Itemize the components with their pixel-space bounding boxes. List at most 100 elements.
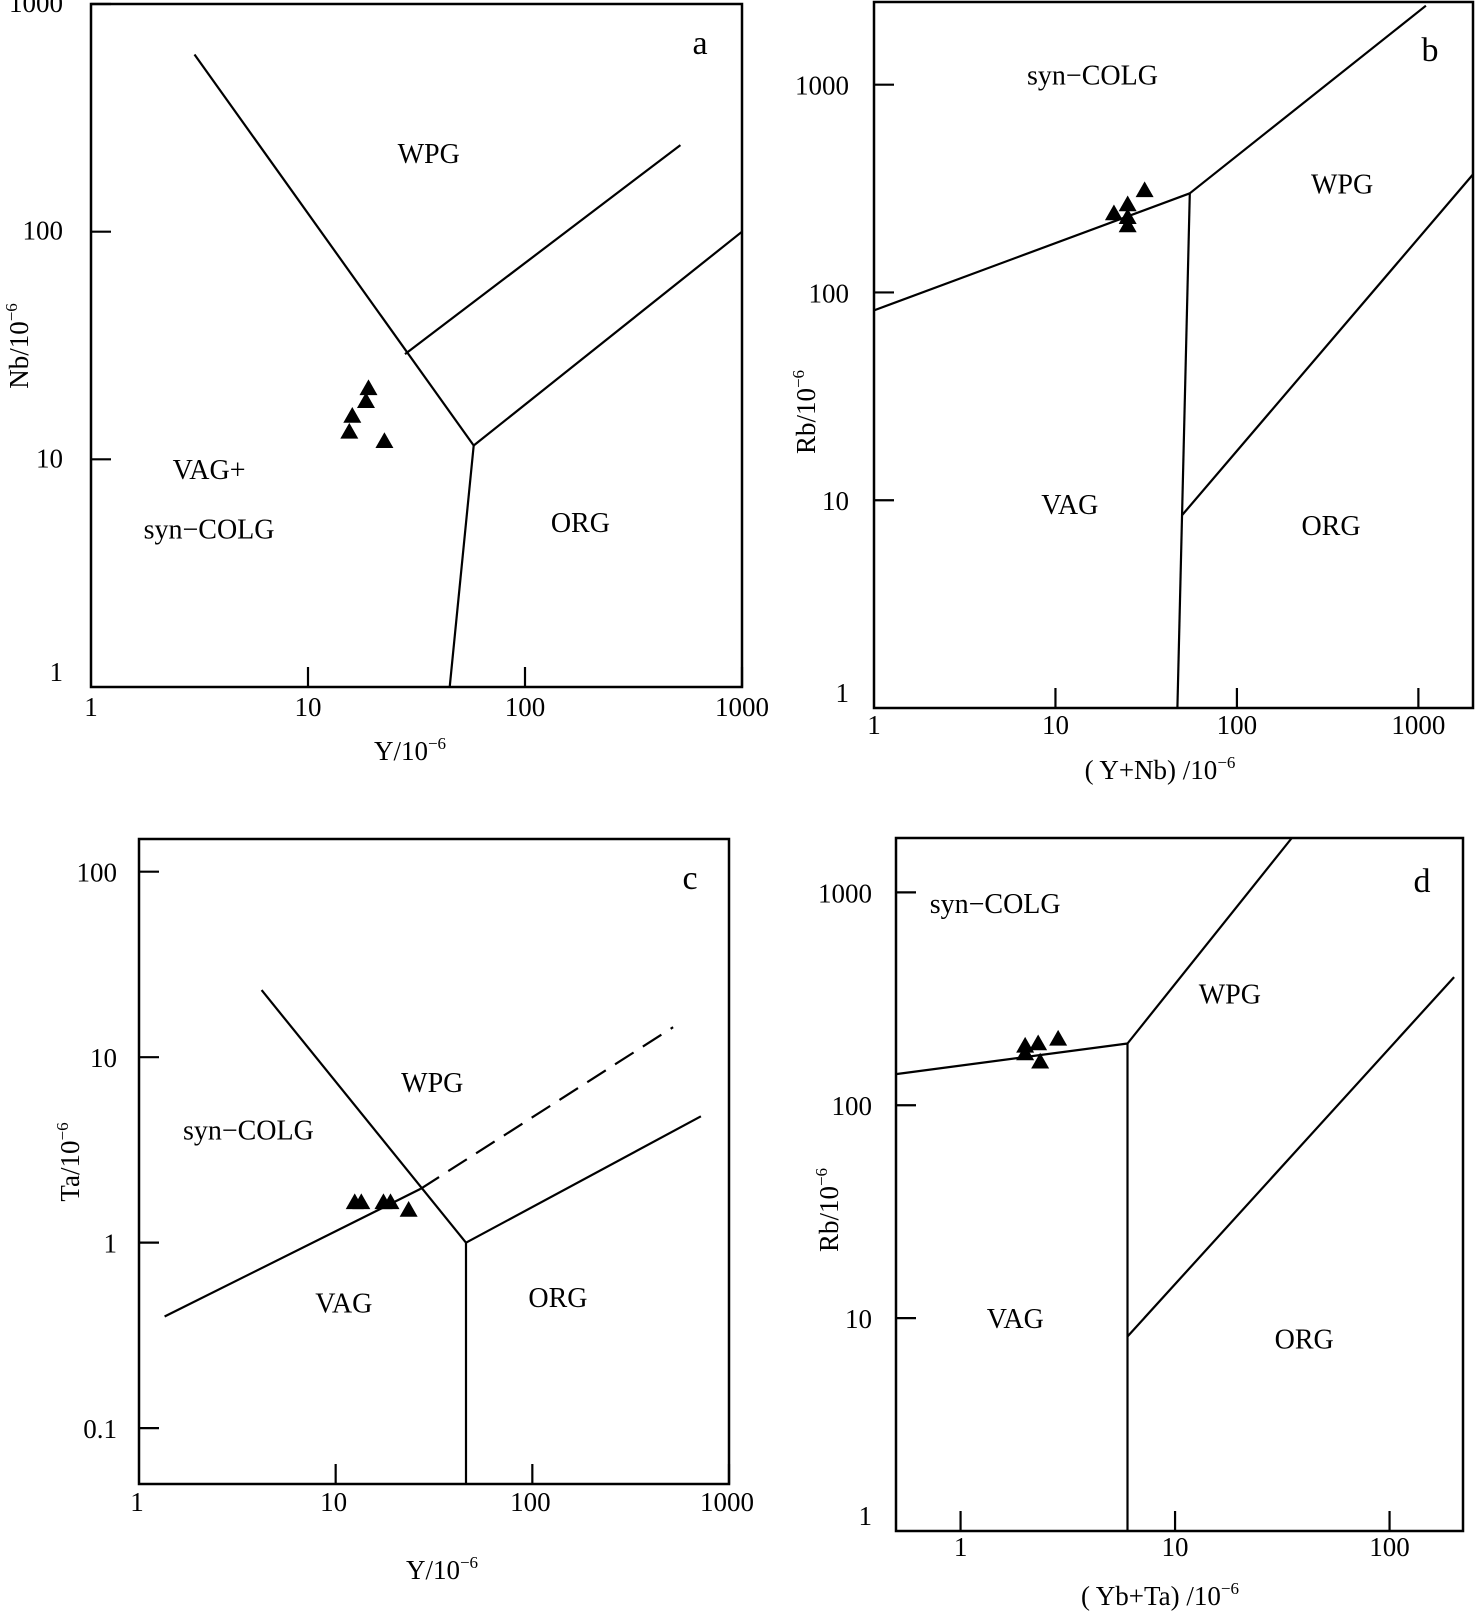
y-tick-label: 1 [836,678,850,708]
panel-d-y-axis-label: Rb/10−6 [812,1168,844,1252]
x-tick-label: 100 [1369,1532,1410,1562]
panel-c-y-axis-label: Ta/10−6 [53,1122,85,1201]
x-tick-label: 1 [84,692,98,722]
boundary-dashed-line [419,1026,674,1190]
panel-b-x-axis-label: ( Y+Nb) /10−6 [1085,753,1236,785]
y-tick-label: 100 [77,858,118,888]
x-tick-label: 10 [320,1487,347,1517]
data-point-triangle [340,422,359,439]
y-tick-label: 10 [36,443,63,473]
region-label: VAG+ [173,455,246,486]
region-label: ORG [528,1283,587,1314]
y-tick-label: 1000 [818,878,872,908]
boundary-line [465,1115,702,1244]
x-tick-label: 100 [505,692,546,722]
panel-a-frame [89,2,744,689]
panel-b-label: b [1422,32,1439,69]
region-label: VAG [315,1289,372,1320]
data-point-triangle [359,379,378,396]
region-label: WPG [398,139,460,170]
panel-d-points [1016,1029,1068,1069]
y-tick-label: 10 [822,486,849,516]
panel-b-regions: syn−COLG WPG VAG ORG [1027,61,1373,542]
panel-a-boundaries [193,53,743,688]
data-point-triangle [1016,1044,1035,1061]
data-point-triangle [1104,204,1123,221]
boundary-line [1176,193,1191,709]
panel-a-x-axis-label: Y/10−6 [374,734,446,766]
y-tick-label: 100 [23,216,64,246]
boundary-line [404,144,682,355]
boundary-line [193,53,475,447]
y-tick-label: 0.1 [83,1414,117,1444]
data-point-triangle [1118,208,1137,225]
boundary-line [1181,173,1474,516]
boundary-line [260,989,467,1244]
region-label: WPG [1311,169,1373,200]
y-tick-label: 1000 [795,71,849,101]
panel-c-ticks: 1 10 100 1000 0.1 1 10 100 [77,858,755,1517]
region-label: syn−COLG [144,514,275,545]
boundary-line [1189,4,1427,195]
panel-c-label: c [682,860,697,897]
panel-c-x-axis-label: Y/10−6 [406,1553,478,1585]
panel-b-boundaries [873,4,1474,709]
region-label: syn−COLG [183,1115,314,1146]
region-label: VAG [987,1304,1044,1335]
y-tick-label: 10 [845,1304,872,1334]
data-point-triangle [399,1200,418,1217]
data-point-triangle [1031,1052,1050,1069]
panel-a: a 1 10 100 1000 1 10 100 1000 WPG VAG+ syn−COLG OR… [2,0,769,766]
panel-d-boundaries [895,837,1455,1531]
boundary-line [1126,837,1293,1045]
x-tick-label: 100 [1217,710,1258,740]
panel-d-ticks: 1 10 100 1 10 100 1000 [818,878,1410,1562]
panel-b-y-axis-label: Rb/10−6 [789,370,821,454]
boundary-line [473,230,743,447]
panel-c-frame [137,837,731,1486]
y-tick-label: 1 [104,1229,118,1259]
x-tick-label: 1 [130,1487,144,1517]
region-label: ORG [1301,511,1360,542]
panel-d-label: d [1414,863,1431,900]
y-tick-label: 100 [809,278,850,308]
panel-b-points [1104,181,1154,233]
panel-b-frame [872,0,1475,710]
x-tick-label: 10 [1162,1532,1189,1562]
y-tick-label: 1 [859,1501,873,1531]
data-point-triangle [343,407,362,423]
panel-a-label: a [692,25,707,62]
y-tick-label: 10 [90,1043,117,1073]
region-label: ORG [1275,1324,1334,1355]
data-point-triangle [1029,1034,1048,1051]
x-tick-label: 1000 [1391,710,1445,740]
panel-d-regions: syn−COLG WPG VAG ORG [930,889,1334,1356]
data-point-triangle [1118,195,1137,212]
panel-c-regions: WPG syn−COLG VAG ORG [183,1068,588,1320]
y-tick-label: 1 [50,657,64,687]
panel-d: d 1 10 100 1 10 100 1000 syn−COLG WPG VAG ORG ( Y… [812,836,1465,1611]
region-label: WPG [1199,980,1261,1011]
data-point-triangle [381,1193,400,1210]
region-label: WPG [401,1068,463,1099]
x-tick-label: 100 [510,1487,551,1517]
boundary-line [1126,976,1455,1338]
data-point-triangle [352,1193,371,1210]
panel-c-boundaries [164,989,702,1484]
data-point-triangle [1118,216,1137,233]
data-point-triangle [375,432,394,449]
panel-a-regions: WPG VAG+ syn−COLG ORG [144,139,610,545]
panel-d-frame [894,836,1465,1533]
y-tick-label: 100 [832,1091,873,1121]
x-tick-label: 1 [867,710,881,740]
y-tick-label: 1000 [9,0,63,18]
panel-a-y-axis-label: Nb/10−6 [2,303,34,389]
panel-d-x-axis-label: ( Yb+Ta) /10−6 [1081,1579,1239,1611]
boundary-line [873,192,1191,312]
x-tick-label: 1000 [700,1487,754,1517]
boundary-line [895,1042,1128,1076]
panel-a-points [340,379,394,449]
panel-a-ticks: 1 10 100 1000 1 10 100 1000 [9,0,769,722]
panel-b: b 1 10 100 1000 1 10 100 1000 syn−COLG WPG VAG ORG… [789,0,1475,785]
x-tick-label: 1000 [715,692,769,722]
